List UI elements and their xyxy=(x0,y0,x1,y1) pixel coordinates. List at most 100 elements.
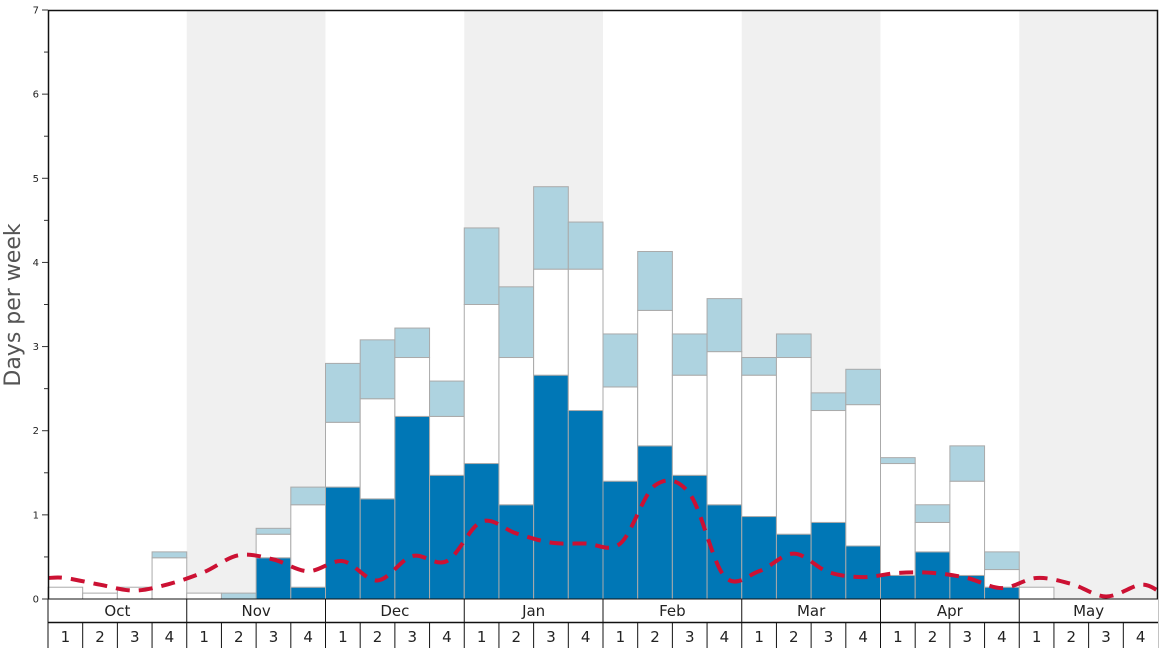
bar-white-segment xyxy=(151,557,188,600)
week-label: 2 xyxy=(789,628,799,646)
y-tick-label: 0 xyxy=(33,595,39,606)
week-label: 4 xyxy=(303,628,313,646)
week-label: 1 xyxy=(61,628,71,646)
bar-white-segment xyxy=(394,357,431,417)
bar-dark-segment xyxy=(741,516,777,600)
week-label: 4 xyxy=(165,628,175,646)
y-tick-label: 5 xyxy=(33,174,39,185)
bar-light-segment xyxy=(359,339,396,400)
week-label: 4 xyxy=(858,628,868,646)
bar-white-segment xyxy=(914,521,951,553)
bar-light-segment xyxy=(325,362,361,423)
plot-frame xyxy=(47,9,1159,648)
month-band xyxy=(1019,10,1158,599)
bar-dark-segment xyxy=(325,486,361,600)
bar-dark-segment xyxy=(429,474,465,600)
week-label: 2 xyxy=(650,628,660,646)
bar-light-segment xyxy=(810,392,847,412)
bar-white-segment xyxy=(359,398,396,500)
month-label: Feb xyxy=(659,602,686,620)
week-label: 2 xyxy=(512,628,522,646)
week-label: 2 xyxy=(234,628,244,646)
week-label: 1 xyxy=(754,628,764,646)
week-label: 3 xyxy=(685,628,695,646)
bar-dark-segment xyxy=(533,374,569,600)
bar-white-segment xyxy=(463,304,500,465)
bar-white-segment xyxy=(602,386,639,482)
bar-dark-segment xyxy=(637,445,673,600)
month-label: May xyxy=(1073,602,1104,620)
bar-dark-segment xyxy=(845,545,881,600)
bar-white-segment xyxy=(567,268,604,412)
bar-light-segment xyxy=(602,333,639,388)
bar-light-segment xyxy=(429,380,465,417)
week-label: 1 xyxy=(477,628,487,646)
bar-light-segment xyxy=(463,227,500,305)
week-label: 1 xyxy=(616,628,626,646)
bar-white-segment xyxy=(775,357,812,535)
bar-light-segment xyxy=(533,186,569,270)
bar-white-segment xyxy=(880,463,916,576)
y-tick-label: 3 xyxy=(33,342,39,353)
bar-light-segment xyxy=(255,527,292,535)
week-label: 3 xyxy=(1101,628,1111,646)
week-label: 4 xyxy=(442,628,452,646)
bar-dark-segment xyxy=(775,533,812,600)
week-label: 4 xyxy=(581,628,591,646)
bar-dark-segment xyxy=(880,574,916,600)
bar-dark-segment xyxy=(498,504,535,600)
bar-white-segment xyxy=(290,504,326,588)
y-tick-label: 2 xyxy=(33,426,39,437)
y-tick-label: 1 xyxy=(33,510,39,521)
bar-light-segment xyxy=(741,357,777,376)
y-tick-label: 4 xyxy=(33,258,39,269)
bar-dark-segment xyxy=(290,586,326,600)
y-axis: 0 1 2 3 4 5 6 7 xyxy=(33,6,48,606)
bar-light-segment xyxy=(220,592,257,600)
week-label: 3 xyxy=(407,628,417,646)
bar-white-segment xyxy=(671,374,708,476)
x-axis: Oct 1 2 3 4 Nov 1 2 3 4 Dec 1 2 3 4 Jan 1 2 3 4 Feb 1 2 3 4 Mar 1 2… xyxy=(47,598,1158,648)
week-label: 1 xyxy=(338,628,348,646)
week-label: 3 xyxy=(546,628,556,646)
bar-light-segment xyxy=(949,445,986,482)
bar-dark-segment xyxy=(394,415,431,600)
bar-dark-segment xyxy=(914,551,951,600)
bar-white-segment xyxy=(429,415,465,476)
month-label: Apr xyxy=(937,602,964,620)
bar-light-segment xyxy=(880,457,916,465)
bar-light-segment xyxy=(775,333,812,359)
week-label: 2 xyxy=(95,628,105,646)
bar-light-segment xyxy=(394,327,431,359)
week-label: 3 xyxy=(130,628,140,646)
bar-dark-segment xyxy=(810,521,847,600)
bar-light-segment xyxy=(671,333,708,376)
bar-white-segment xyxy=(47,586,84,600)
week-label: 3 xyxy=(962,628,972,646)
week-label: 1 xyxy=(893,628,903,646)
bar-white-segment xyxy=(741,374,777,518)
bar-white-segment xyxy=(498,357,535,506)
bar-dark-segment xyxy=(255,557,292,600)
bar-white-segment xyxy=(810,410,847,523)
bar-dark-segment xyxy=(949,574,986,600)
bar-white-segment xyxy=(186,592,222,600)
month-label: Mar xyxy=(797,602,826,620)
bar-white-segment xyxy=(845,404,881,547)
week-label: 1 xyxy=(199,628,209,646)
bar-white-segment xyxy=(949,480,986,576)
bar-light-segment xyxy=(637,250,673,311)
bar-dark-segment xyxy=(602,480,639,600)
bar-light-segment xyxy=(567,221,604,270)
week-label: 1 xyxy=(1032,628,1042,646)
bar-white-segment xyxy=(255,533,292,559)
bar-light-segment xyxy=(914,504,951,523)
week-label: 3 xyxy=(269,628,279,646)
y-tick-label: 7 xyxy=(33,6,39,17)
y-axis-label: Days per week xyxy=(1,223,26,386)
bar-white-segment xyxy=(325,421,361,488)
bars-layer xyxy=(47,186,1055,600)
week-label: 4 xyxy=(720,628,730,646)
bar-light-segment xyxy=(984,551,1020,571)
